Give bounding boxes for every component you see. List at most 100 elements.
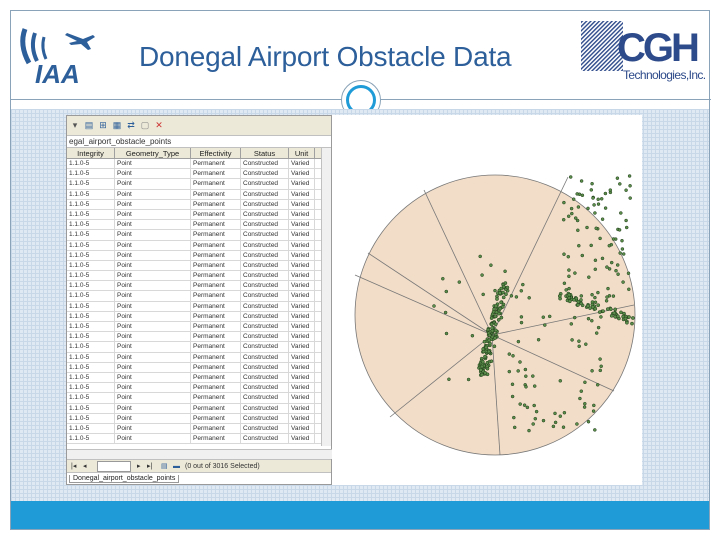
table-row[interactable]: 1.1.0-5 Point Permanent Constructed Varied <box>67 403 331 414</box>
table-cell: 1.1.0-5 <box>67 220 115 230</box>
table-cell: Permanent <box>191 250 241 260</box>
table-cell: Varied <box>289 291 315 301</box>
table-row[interactable]: 1.1.0-5 Point Permanent Constructed Varied <box>67 332 331 343</box>
svg-text:CGH: CGH <box>617 26 698 70</box>
table-row[interactable]: 1.1.0-5 Point Permanent Constructed Varied <box>67 393 331 404</box>
table-cell: Point <box>115 301 191 311</box>
table-cell: Constructed <box>241 301 289 311</box>
table-cell: Varied <box>289 281 315 291</box>
column-header-effectivity[interactable]: Effectivity <box>191 148 241 158</box>
table-cell: Point <box>115 260 191 271</box>
table-cell: Point <box>115 393 191 403</box>
related-tables-icon[interactable]: ⊞ <box>99 120 107 130</box>
table-cell: 1.1.0-5 <box>67 342 115 352</box>
table-cell: Point <box>115 383 191 393</box>
obstacle-map[interactable] <box>332 115 642 485</box>
switch-selection-icon[interactable]: ⇄ <box>127 120 135 130</box>
table-cell: Constructed <box>241 240 289 250</box>
table-cell: Point <box>115 434 191 444</box>
table-row[interactable]: 1.1.0-5 Point Permanent Constructed Varied <box>67 342 331 353</box>
table-cell: Point <box>115 271 191 281</box>
table-row[interactable]: 1.1.0-5 Point Permanent Constructed Varied <box>67 291 331 302</box>
table-cell: Point <box>115 220 191 230</box>
table-cell: 1.1.0-5 <box>67 423 115 434</box>
table-row[interactable]: 1.1.0-5 Point Permanent Constructed Varied <box>67 220 331 231</box>
delete-selected-icon[interactable]: ✕ <box>155 120 163 130</box>
svg-text:IAA: IAA <box>35 59 80 89</box>
table-row[interactable]: 1.1.0-5 Point Permanent Constructed Varied <box>67 199 331 210</box>
table-cell: Permanent <box>191 322 241 332</box>
clear-selection-icon[interactable]: ▢ <box>140 120 150 130</box>
table-cell: Varied <box>289 352 315 362</box>
horizontal-scrollbar[interactable] <box>67 449 333 459</box>
table-cell: Point <box>115 352 191 362</box>
table-cell: Varied <box>289 209 315 220</box>
table-row[interactable]: 1.1.0-5 Point Permanent Constructed Varied <box>67 189 331 200</box>
table-cell: Varied <box>289 372 315 383</box>
table-cell: Constructed <box>241 169 289 179</box>
next-record-button[interactable]: ▸ <box>137 463 141 470</box>
table-row[interactable]: 1.1.0-5 Point Permanent Constructed Varied <box>67 169 331 180</box>
table-tab[interactable]: Donegal_airport_obstacle_points <box>67 472 331 484</box>
table-row[interactable]: 1.1.0-5 Point Permanent Constructed Varied <box>67 362 331 373</box>
table-row[interactable]: 1.1.0-5 Point Permanent Constructed Varied <box>67 301 331 312</box>
table-row[interactable]: 1.1.0-5 Point Permanent Constructed Varied <box>67 311 331 322</box>
table-cell: Constructed <box>241 322 289 332</box>
table-cell: 1.1.0-5 <box>67 260 115 271</box>
column-header-status[interactable]: Status <box>241 148 289 158</box>
table-cell: Varied <box>289 240 315 250</box>
table-cell: Permanent <box>191 393 241 403</box>
table-row[interactable]: 1.1.0-5 Point Permanent Constructed Varied <box>67 413 331 424</box>
dropdown-arrow-icon[interactable]: ▾ <box>72 120 78 130</box>
table-row[interactable]: 1.1.0-5 Point Permanent Constructed Varied <box>67 250 331 261</box>
table-cell: Constructed <box>241 383 289 393</box>
table-row[interactable]: 1.1.0-5 Point Permanent Constructed Varied <box>67 281 331 292</box>
table-cell: Permanent <box>191 169 241 179</box>
table-cell: Permanent <box>191 342 241 352</box>
table-cell: Point <box>115 342 191 352</box>
selection-status: (0 out of 3016 Selected) <box>185 463 260 470</box>
table-row[interactable]: 1.1.0-5 Point Permanent Constructed Varied <box>67 434 331 445</box>
table-cell: 1.1.0-5 <box>67 159 115 169</box>
table-row[interactable]: 1.1.0-5 Point Permanent Constructed Varied <box>67 240 331 251</box>
table-options-icon[interactable]: ▤ <box>84 120 94 130</box>
table-cell: Permanent <box>191 362 241 372</box>
table-cell: Constructed <box>241 209 289 220</box>
table-cell: Constructed <box>241 159 289 169</box>
column-header-geometry-type[interactable]: Geometry_Type <box>115 148 191 158</box>
table-cell: Constructed <box>241 260 289 271</box>
table-row[interactable]: 1.1.0-5 Point Permanent Constructed Varied <box>67 352 331 363</box>
table-cell: Permanent <box>191 413 241 423</box>
table-cell: Point <box>115 291 191 301</box>
table-cell: 1.1.0-5 <box>67 179 115 189</box>
column-header-unit[interactable]: Unit <box>289 148 315 158</box>
table-row[interactable]: 1.1.0-5 Point Permanent Constructed Varied <box>67 209 331 221</box>
table-cell: Varied <box>289 189 315 199</box>
last-record-button[interactable]: ▸| <box>147 463 153 470</box>
table-row[interactable]: 1.1.0-5 Point Permanent Constructed Varied <box>67 423 331 435</box>
table-cell: Point <box>115 159 191 169</box>
table-row[interactable]: 1.1.0-5 Point Permanent Constructed Varied <box>67 159 331 170</box>
record-number-input[interactable] <box>97 461 131 472</box>
table-row[interactable]: 1.1.0-5 Point Permanent Constructed Varied <box>67 322 331 333</box>
table-row[interactable]: 1.1.0-5 Point Permanent Constructed Varied <box>67 260 331 272</box>
show-selected-records-icon[interactable]: ▬ <box>173 463 180 470</box>
table-row[interactable]: 1.1.0-5 Point Permanent Constructed Varied <box>67 230 331 241</box>
table-cell: Varied <box>289 220 315 230</box>
previous-record-button[interactable]: ◂ <box>83 463 87 470</box>
first-record-button[interactable]: |◂ <box>71 463 77 470</box>
table-cell: Permanent <box>191 434 241 444</box>
table-row[interactable]: 1.1.0-5 Point Permanent Constructed Varied <box>67 383 331 394</box>
table-cell: Varied <box>289 169 315 179</box>
table-cell: Point <box>115 169 191 179</box>
vertical-scrollbar[interactable] <box>321 148 331 446</box>
table-row[interactable]: 1.1.0-5 Point Permanent Constructed Varied <box>67 271 331 282</box>
show-all-records-icon[interactable]: ▤ <box>161 463 168 470</box>
table-cell: 1.1.0-5 <box>67 209 115 220</box>
select-by-attributes-icon[interactable]: ▦ <box>112 120 122 130</box>
table-cell: Point <box>115 189 191 199</box>
table-row[interactable]: 1.1.0-5 Point Permanent Constructed Varied <box>67 179 331 190</box>
table-row[interactable]: 1.1.0-5 Point Permanent Constructed Varied <box>67 372 331 384</box>
table-cell: Constructed <box>241 434 289 444</box>
column-header-integrity[interactable]: Integrity <box>67 148 115 158</box>
